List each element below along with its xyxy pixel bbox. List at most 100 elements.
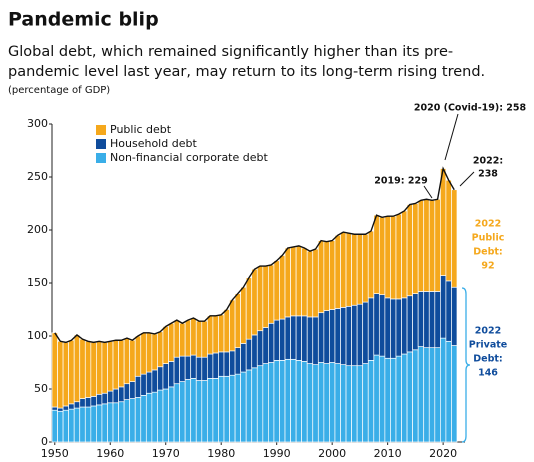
bar-segment [378, 294, 386, 357]
bar-segment [251, 334, 258, 369]
bar-segment [129, 339, 136, 382]
bar-segment [406, 204, 413, 297]
bar-segment [323, 310, 330, 364]
bar-segment [445, 179, 452, 282]
bar-segment [284, 358, 291, 443]
bar-segment [412, 349, 419, 443]
bar-segment [395, 355, 402, 443]
bar-segment [151, 333, 158, 371]
bar-segment [373, 214, 380, 294]
bar-segment [123, 337, 131, 385]
annotation: Debt: [473, 247, 502, 258]
bar-segment [367, 360, 375, 443]
bar-segment [90, 342, 97, 397]
bar-segment [162, 326, 169, 364]
bar-segment [323, 241, 330, 311]
bar-segment [284, 316, 291, 360]
bar-segment [323, 363, 330, 443]
x-tick-label: 2020 [429, 447, 457, 460]
y-tick-label: 100 [27, 329, 48, 342]
arrow [444, 113, 459, 161]
annotation: 2022: [473, 156, 503, 167]
bar-segment [218, 375, 225, 443]
bar-segment [251, 367, 258, 443]
bar-segment [96, 404, 103, 443]
bar-segment [428, 347, 436, 443]
bar-segment [140, 395, 147, 443]
bar-segment [173, 319, 180, 358]
legend-label: Non-financial corporate debt [110, 151, 268, 164]
bar-segment [256, 365, 264, 443]
bar-segment [62, 409, 69, 443]
annotation: Debt: [473, 354, 502, 365]
bar-segment [134, 375, 142, 398]
bar-segment [445, 280, 452, 342]
x-tick-label: 2000 [318, 447, 346, 460]
bar-segment [68, 408, 75, 443]
bar-segment [179, 355, 186, 382]
bar-segment [145, 332, 153, 373]
bar-segment [145, 371, 153, 394]
bar-segment [179, 381, 186, 443]
bar-segment [168, 386, 175, 443]
bar-segment [351, 233, 358, 306]
bar-segment [140, 373, 147, 396]
bar-segment [451, 286, 458, 346]
bar-segment [101, 342, 108, 394]
bar-segment [184, 379, 192, 443]
bar-segment [256, 265, 264, 332]
annotation: 92 [481, 261, 494, 272]
bar-segment [423, 291, 430, 349]
bar-segment [79, 398, 86, 408]
y-tick-label: 200 [27, 223, 48, 236]
bar-segment [395, 213, 402, 300]
bar-segment [440, 275, 447, 339]
annotation: 146 [478, 368, 498, 379]
bar-segment [417, 346, 425, 443]
bar-segment [201, 356, 208, 381]
bar-segment [279, 255, 286, 320]
bar-segment [290, 315, 297, 360]
bar-segment [234, 293, 241, 349]
annotation: 2020 (Covid-19): 258 [414, 103, 527, 114]
bar-segment [295, 360, 303, 443]
bar-segment [251, 268, 258, 336]
bar-segment [384, 357, 391, 443]
y-tick-label: 250 [27, 170, 48, 183]
legend-swatch [96, 125, 106, 135]
bar-segment [340, 307, 347, 365]
bar-segment [229, 374, 236, 443]
bar-segment [401, 297, 408, 355]
bar-segment [268, 264, 275, 324]
bar-segment [68, 339, 75, 405]
bar-segment [57, 340, 64, 409]
bar-segment [390, 215, 397, 300]
bar-segment [123, 383, 131, 400]
bar-segment [206, 315, 214, 355]
bar-segment [157, 389, 164, 443]
bar-segment [273, 319, 280, 361]
annotation: 2022 [475, 219, 501, 230]
bar-segment [434, 198, 441, 292]
bar-segment [184, 355, 192, 380]
bar-segment [184, 319, 192, 357]
bar-segment [229, 299, 236, 352]
chart-title: Pandemic blip [8, 9, 159, 31]
total-outline [54, 166, 455, 344]
bar-segment [157, 331, 164, 368]
bar-segment [356, 233, 364, 305]
bar-segment [384, 215, 391, 299]
subtitle: Global debt, which remained significantl… [8, 44, 453, 60]
bar-segment [223, 351, 230, 377]
bar-segment [112, 402, 119, 443]
bar-segment [162, 388, 169, 443]
bar-segment [279, 318, 286, 361]
bar-segment [301, 247, 308, 317]
bar-segment [295, 315, 303, 361]
bar-segment [451, 345, 458, 443]
bar-segment [423, 347, 430, 443]
bar-segment [218, 351, 225, 377]
bar-segment [329, 309, 336, 363]
bar-segment [62, 342, 69, 407]
bar-segment [229, 350, 236, 376]
